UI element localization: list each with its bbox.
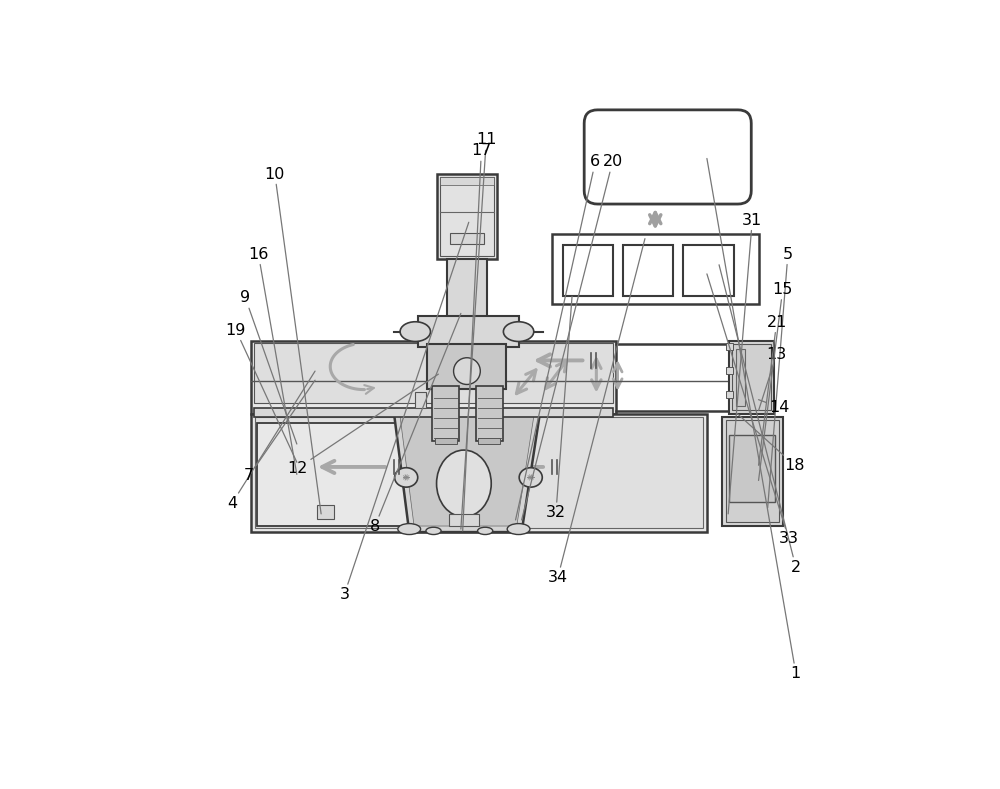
Text: 21: 21	[759, 315, 787, 466]
Text: 15: 15	[759, 282, 793, 481]
Bar	[450, 233, 484, 244]
Ellipse shape	[503, 322, 534, 342]
Ellipse shape	[398, 524, 421, 534]
Text: 7: 7	[244, 380, 315, 484]
Text: 32: 32	[546, 297, 572, 520]
Bar	[251, 341, 616, 413]
Ellipse shape	[395, 468, 418, 487]
Bar	[251, 413, 707, 532]
Text: 12: 12	[288, 374, 438, 476]
Ellipse shape	[478, 527, 493, 534]
FancyBboxPatch shape	[584, 110, 751, 204]
Text: 5: 5	[768, 247, 793, 508]
Bar	[254, 408, 613, 417]
Polygon shape	[400, 417, 534, 526]
Text: 20: 20	[522, 155, 623, 520]
Ellipse shape	[507, 524, 530, 534]
Bar	[726, 342, 733, 350]
Bar	[432, 387, 459, 441]
Bar	[437, 174, 497, 259]
Bar	[726, 421, 779, 522]
Text: 4: 4	[227, 371, 315, 510]
Bar	[435, 438, 457, 444]
Text: 2: 2	[719, 265, 801, 574]
Bar	[478, 438, 500, 444]
Bar	[254, 343, 613, 402]
Ellipse shape	[426, 527, 441, 534]
Bar	[418, 316, 519, 347]
Text: 13: 13	[759, 347, 787, 410]
Text: 16: 16	[248, 247, 297, 474]
Bar	[736, 349, 745, 406]
Bar	[623, 245, 673, 297]
Bar	[255, 417, 703, 529]
Bar	[449, 514, 479, 526]
Text: 31: 31	[728, 213, 762, 514]
Polygon shape	[394, 413, 540, 532]
Text: 3: 3	[339, 222, 469, 602]
Bar	[415, 392, 426, 408]
Bar	[447, 259, 487, 328]
Text: 19: 19	[226, 323, 297, 462]
Bar	[440, 177, 494, 256]
Text: 6: 6	[516, 155, 600, 520]
Bar	[732, 344, 771, 410]
Bar	[257, 423, 427, 526]
Ellipse shape	[400, 322, 430, 342]
Text: 33: 33	[707, 274, 799, 546]
Text: 34: 34	[548, 238, 645, 585]
Circle shape	[454, 357, 480, 384]
Text: 18: 18	[737, 413, 805, 473]
Bar	[440, 177, 494, 185]
Bar	[726, 391, 733, 398]
Bar	[729, 341, 774, 413]
Ellipse shape	[437, 450, 491, 517]
Bar	[427, 344, 506, 389]
Bar	[317, 506, 334, 518]
Text: 14: 14	[759, 400, 789, 415]
Bar	[729, 435, 775, 502]
Text: 17: 17	[463, 144, 492, 531]
Text: 9: 9	[240, 290, 297, 444]
Bar	[722, 417, 783, 526]
Bar	[476, 387, 503, 441]
Bar	[563, 245, 613, 297]
Text: 1: 1	[707, 159, 801, 681]
Bar	[552, 234, 759, 305]
Bar	[437, 392, 447, 408]
Text: 11: 11	[461, 133, 497, 529]
Bar	[726, 367, 733, 374]
Ellipse shape	[519, 468, 542, 487]
Text: 8: 8	[370, 313, 461, 534]
Text: 10: 10	[265, 166, 321, 514]
Bar	[683, 245, 734, 297]
